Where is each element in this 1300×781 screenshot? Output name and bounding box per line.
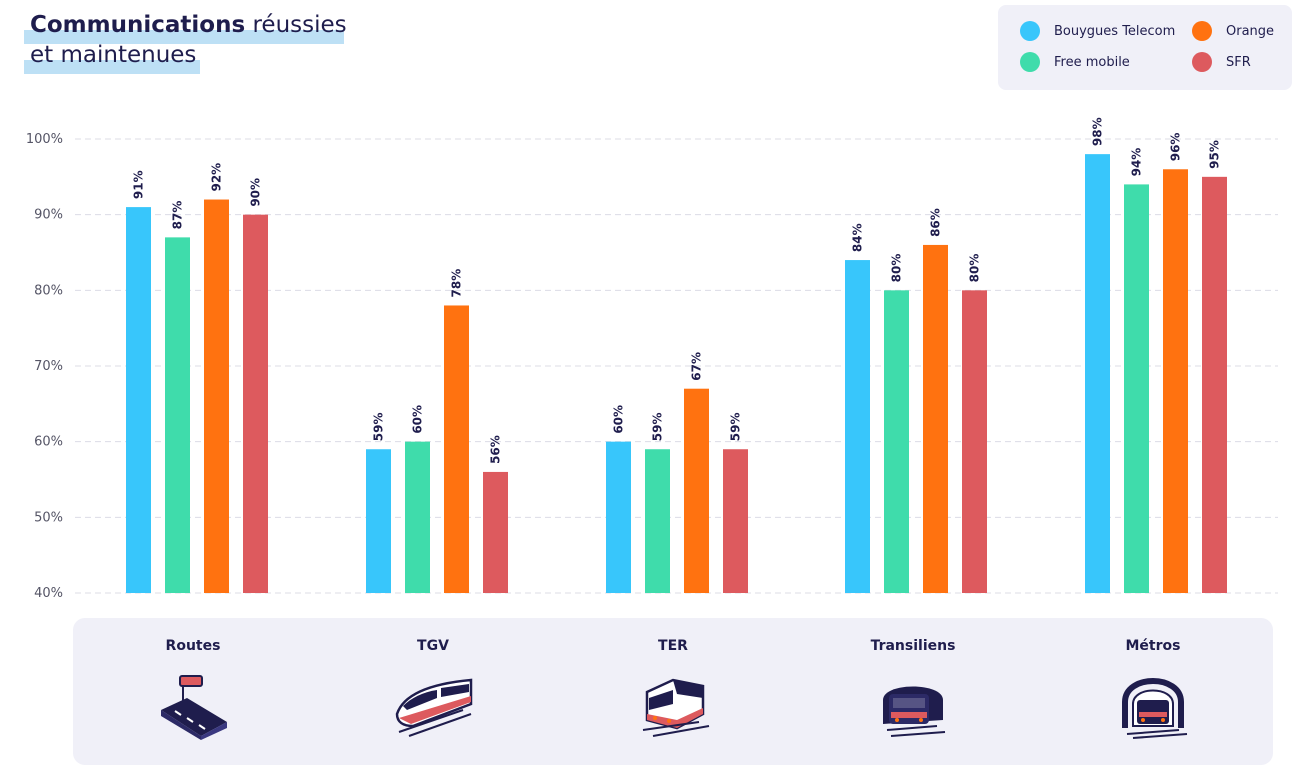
legend-label-bouygues: Bouygues Telecom <box>1054 23 1176 39</box>
data-label: 56% <box>489 435 503 464</box>
legend-dot-sfr <box>1192 52 1212 72</box>
road-icon <box>161 675 227 740</box>
bar <box>1085 154 1110 593</box>
bar <box>204 199 229 594</box>
legend-label-sfr: SFR <box>1226 54 1251 70</box>
data-label: 78% <box>450 269 464 298</box>
bar <box>126 207 151 593</box>
data-label: 95% <box>1208 140 1222 169</box>
bar <box>366 449 391 593</box>
bar <box>1202 176 1227 594</box>
y-tick-label: 80% <box>34 283 63 298</box>
bar <box>923 244 948 593</box>
bar <box>723 449 748 593</box>
category-label-ter: TER <box>658 638 688 654</box>
y-tick-label: 70% <box>34 359 63 374</box>
bar <box>165 237 190 593</box>
data-label: 67% <box>690 352 704 381</box>
metro-tunnel-icon <box>1122 678 1188 739</box>
y-tick-label: 90% <box>34 208 63 223</box>
data-label: 92% <box>210 163 224 192</box>
legend-item-bouygues: Bouygues Telecom <box>1020 21 1175 41</box>
data-label: 59% <box>651 412 665 441</box>
data-label: 80% <box>968 254 982 283</box>
data-label: 60% <box>612 405 626 434</box>
bar <box>405 441 430 593</box>
ter-train-icon <box>642 678 710 737</box>
legend: Bouygues Telecom Orange Free mobile SFR <box>998 5 1292 90</box>
chart-title: Communications réussies et maintenues <box>24 10 347 74</box>
legend-item-sfr: SFR <box>1192 52 1251 72</box>
legend-item-free: Free mobile <box>1020 52 1130 72</box>
data-label: 60% <box>411 405 425 434</box>
legend-dot-bouygues <box>1020 21 1040 41</box>
legend-item-orange: Orange <box>1192 21 1274 41</box>
data-label: 94% <box>1130 148 1144 177</box>
legend-dot-orange <box>1192 21 1212 41</box>
data-label: 59% <box>729 412 743 441</box>
data-label: 59% <box>372 412 386 441</box>
bar <box>962 290 987 593</box>
legend-label-free: Free mobile <box>1054 54 1130 70</box>
data-label: 90% <box>249 178 263 207</box>
category-label-routes: Routes <box>165 638 221 654</box>
category-label-tgv: TGV <box>417 638 449 654</box>
transilien-tunnel-icon <box>883 686 946 737</box>
bar <box>884 290 909 593</box>
tgv-train-icon <box>395 678 473 737</box>
bar <box>483 471 508 593</box>
y-tick-label: 100% <box>26 132 63 147</box>
bar <box>684 388 709 593</box>
bar <box>645 449 670 593</box>
data-label: 96% <box>1169 133 1183 162</box>
legend-label-orange: Orange <box>1226 23 1275 39</box>
data-label: 98% <box>1091 117 1105 146</box>
data-label: 91% <box>132 170 146 199</box>
bar <box>1124 184 1149 593</box>
y-tick-label: 40% <box>34 586 63 601</box>
title-rest: réussies <box>252 12 347 38</box>
data-label: 80% <box>890 254 904 283</box>
legend-dot-free <box>1020 52 1040 72</box>
bar <box>606 441 631 593</box>
data-label: 84% <box>851 223 865 252</box>
bar <box>444 305 469 593</box>
y-tick-label: 50% <box>34 510 63 525</box>
bar <box>243 214 268 593</box>
title-line2: et maintenues <box>30 42 197 68</box>
y-tick-label: 60% <box>34 435 63 450</box>
bar <box>1163 169 1188 593</box>
bar <box>845 260 870 593</box>
data-label: 87% <box>171 201 185 230</box>
category-label-metros: Métros <box>1125 638 1181 654</box>
data-label: 86% <box>929 208 943 237</box>
category-label-transiliens: Transiliens <box>870 638 956 654</box>
title-bold: Communications <box>30 12 246 38</box>
